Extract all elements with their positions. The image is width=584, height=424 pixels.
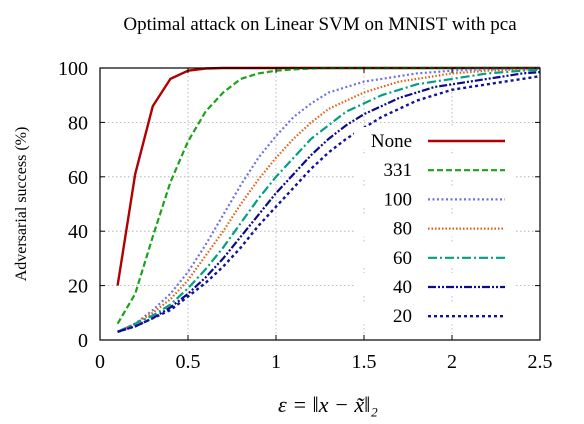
- x-tick-label: 1.5: [352, 351, 377, 373]
- legend-label-100: 100: [384, 189, 413, 210]
- axis-ticks: 0 0.5 1 1.5 2 2.5 0 20 40 60 80 100: [58, 58, 553, 373]
- x-tick-label: 0: [95, 351, 105, 373]
- legend-entry-background: [354, 273, 514, 295]
- legend-entry-background: [354, 302, 514, 325]
- legend-label-40: 40: [393, 277, 412, 298]
- y-axis-label: Adversarial success (%): [13, 127, 30, 282]
- y-tick-label: 80: [68, 112, 88, 134]
- y-tick-label: 0: [78, 330, 88, 352]
- x-tick-label: 1: [271, 351, 281, 373]
- legend-entry-background: [354, 243, 514, 266]
- legend-label-20: 20: [393, 306, 412, 327]
- chart-title: Optimal attack on Linear SVM on MNIST wi…: [123, 14, 517, 35]
- series-line-80: [117, 67, 541, 333]
- legend-entry-background: [354, 127, 514, 149]
- legend-label-80: 80: [393, 219, 412, 240]
- legend-entry-background: [354, 156, 514, 179]
- y-tick-label: 100: [58, 58, 88, 80]
- legend-label-331: 331: [384, 160, 413, 181]
- legend-label-60: 60: [393, 248, 412, 269]
- y-tick-label: 40: [68, 221, 88, 243]
- y-tick-label: 20: [68, 276, 88, 298]
- series-line-20: [117, 75, 541, 333]
- plot-frame: [99, 67, 541, 341]
- legend: None 331 100 80 60 40 20: [354, 127, 514, 327]
- x-tick-label: 2.5: [528, 351, 553, 373]
- series-line-40: [117, 71, 541, 333]
- legend-label-none: None: [371, 131, 412, 152]
- legend-entry-background: [354, 185, 514, 208]
- x-tick-label: 2: [447, 351, 457, 373]
- legend-entry-background: [354, 214, 514, 237]
- y-tick-label: 60: [68, 167, 88, 189]
- x-axis-label: ε = ‖x − x̃‖₂: [278, 392, 378, 417]
- series-line-100: [117, 67, 541, 333]
- x-tick-label: 0.5: [176, 351, 201, 373]
